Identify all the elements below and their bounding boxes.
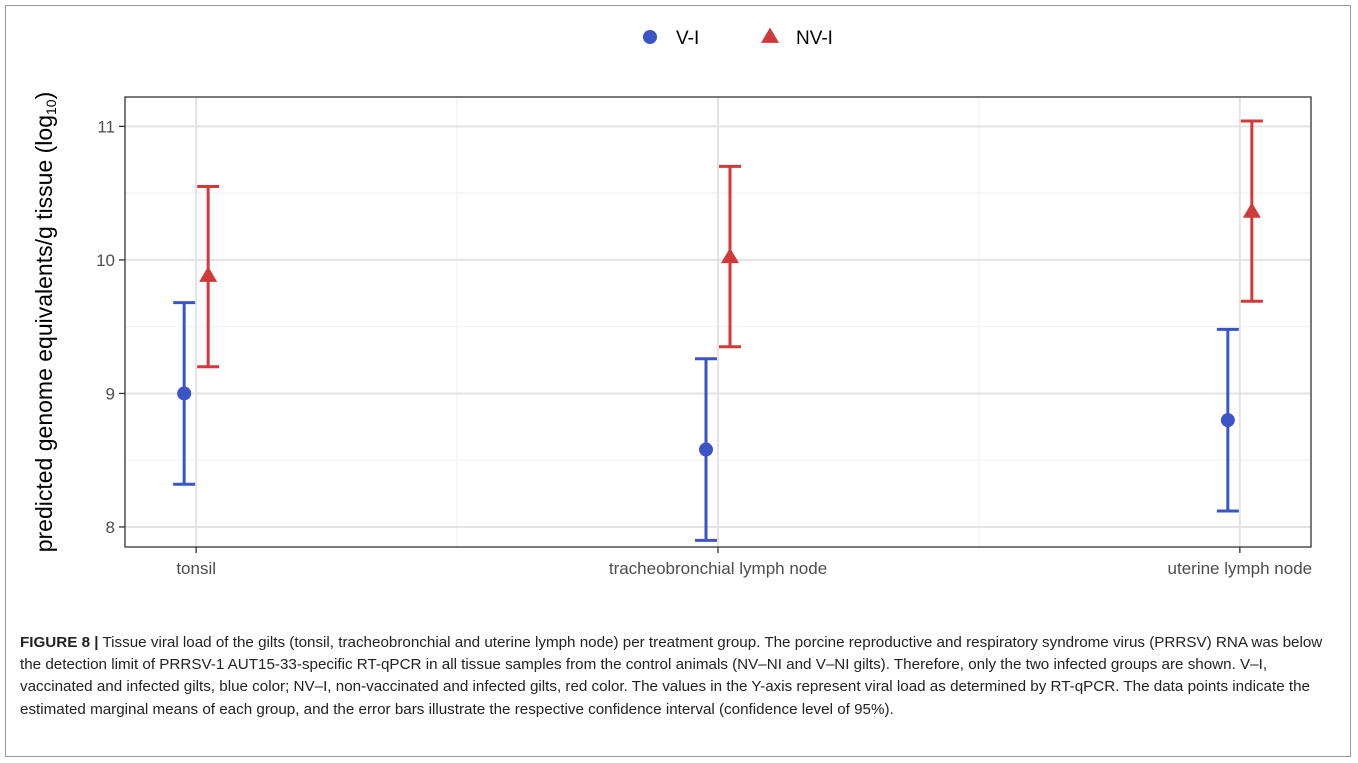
y-axis-ticks: 8 9 10 11 (96, 117, 125, 537)
grid-lines (125, 97, 1311, 547)
y-tick-label: 10 (96, 251, 115, 270)
legend-key (760, 27, 780, 43)
y-axis-label: predicted genome equivalents/g tissue (l… (31, 92, 59, 553)
y-tick-label: 9 (106, 384, 115, 403)
data-point (1220, 413, 1235, 428)
caption-label: FIGURE 8 | (20, 634, 99, 651)
x-tick-label: tracheobronchial lymph node (609, 559, 827, 578)
data-point (699, 442, 713, 457)
legend: V-I NV-I (643, 27, 833, 49)
x-axis-ticks: tonsil tracheobronchial lymph node uterine… (176, 547, 1312, 578)
y-tick-label: 8 (106, 518, 115, 537)
data-point (1242, 202, 1261, 218)
chart: 8 9 10 11 tonsil tracheobronchial lymph node… (31, 27, 1312, 578)
data-point (199, 266, 218, 282)
legend-key (643, 30, 657, 44)
caption-text: Tissue viral load of the gilts (tonsil, … (20, 634, 1323, 718)
data-point (177, 386, 192, 401)
legend-label: V-I (676, 28, 699, 49)
data-point (720, 247, 740, 264)
y-tick-label: 11 (97, 117, 115, 136)
x-tick-label: tonsil (176, 559, 216, 578)
data-series (173, 119, 1263, 542)
x-tick-label: uterine lymph node (1168, 559, 1313, 578)
legend-label: NV-I (796, 28, 833, 49)
figure-frame (5, 5, 1351, 757)
figure-caption: FIGURE 8 | Tissue viral load of the gilt… (20, 632, 1340, 721)
